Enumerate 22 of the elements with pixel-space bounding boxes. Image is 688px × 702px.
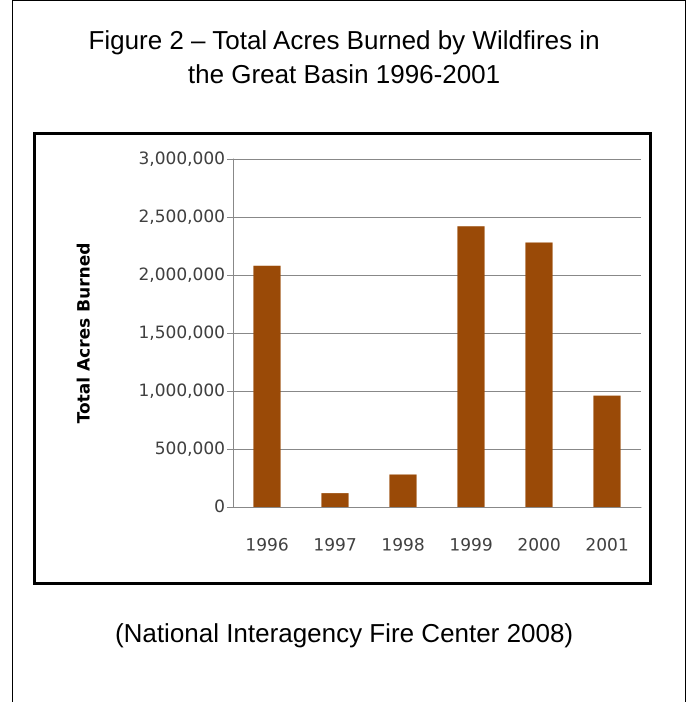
bar — [457, 226, 485, 507]
x-tick-label: 2000 — [517, 536, 561, 556]
bar — [253, 266, 281, 507]
x-tick-label: 2001 — [585, 536, 629, 556]
x-tick-label: 1998 — [381, 536, 425, 556]
x-tick-label: 1999 — [449, 536, 493, 556]
y-tick-label: 1,500,000 — [138, 323, 225, 343]
y-tick-label: 500,000 — [154, 439, 225, 459]
text: (National Interagency Fire Center 2008) — [114, 618, 574, 648]
chart-title: Figure 2 – Total Acres Burned by Wildfires in the Great Basin 1996-2001 — [88, 25, 600, 89]
x-tick-label: 1996 — [245, 536, 289, 556]
bar — [321, 493, 349, 507]
y-axis-title: Total Acres Burned — [74, 242, 94, 424]
y-tick-label: 2,500,000 — [138, 207, 225, 227]
bar — [389, 474, 417, 507]
bar — [525, 242, 553, 507]
y-tick-label: 0 — [214, 497, 225, 517]
y-tick-label: 1,000,000 — [138, 381, 225, 401]
bar — [593, 396, 621, 507]
y-tick-label: 3,000,000 — [138, 149, 225, 169]
y-tick-label: 2,000,000 — [138, 265, 225, 285]
x-tick-label: 1997 — [313, 536, 357, 556]
